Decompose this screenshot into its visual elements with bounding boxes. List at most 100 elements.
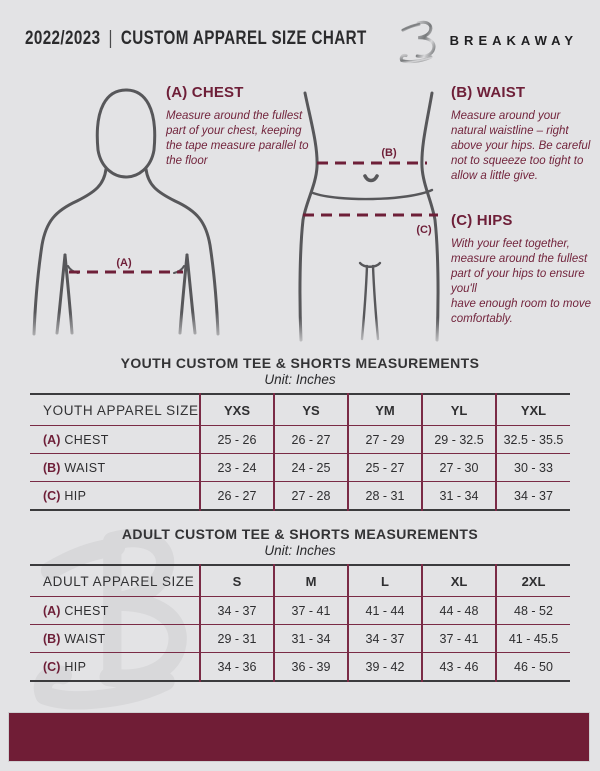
youth-section: YOUTH CUSTOM TEE & SHORTS MEASUREMENTS U…	[0, 355, 600, 511]
measurement-cell: 25 - 26	[199, 425, 274, 454]
row-label: CHEST	[64, 603, 109, 618]
hips-guide-body-line2: have enough room to move comfortably.	[451, 297, 592, 325]
row-label: CHEST	[64, 432, 109, 447]
measurement-cell: 31 - 34	[421, 481, 496, 510]
measurement-cell: 26 - 27	[199, 481, 274, 510]
breakaway-logo-icon	[399, 20, 436, 64]
row-key: (B)	[43, 631, 61, 646]
brand-wordmark: BREAKAWAY	[449, 32, 578, 48]
size-column-header: YOUTH APPAREL SIZE	[30, 394, 200, 426]
size-header-s: S	[199, 565, 274, 597]
measurement-cell: 30 - 33	[495, 453, 570, 482]
measurement-cell: 27 - 30	[421, 453, 496, 482]
waist-guide-heading: (B) WAIST	[451, 84, 526, 101]
size-header-m: M	[273, 565, 348, 597]
brand-logo: BREAKAWAY	[397, 16, 578, 64]
row-header-hip: (C) HIP	[30, 482, 200, 511]
measurement-cell: 48 - 52	[495, 596, 570, 625]
measurement-cell: 34 - 37	[495, 481, 570, 510]
measurement-cell: 25 - 27	[347, 453, 422, 482]
waist-guide-body: Measure around your natural waistline – …	[451, 110, 591, 182]
measurement-cell: 41 - 44	[347, 596, 422, 625]
measurement-cell: 26 - 27	[273, 425, 348, 454]
size-column-header: ADULT APPAREL SIZE	[30, 565, 200, 597]
table-row: (B) WAIST 29 - 31 31 - 34 34 - 37 37 - 41…	[30, 624, 570, 653]
hips-line-label: (C)	[416, 224, 432, 236]
measurement-cell: 39 - 42	[347, 652, 422, 681]
table-row: (B) WAIST 23 - 24 24 - 25 25 - 27 27 - 30…	[30, 453, 570, 482]
table-row: (A) CHEST 25 - 26 26 - 27 27 - 29 29 - 32…	[30, 425, 570, 454]
row-header-hip: (C) HIP	[30, 653, 200, 682]
row-label: HIP	[64, 488, 87, 503]
measurement-cell: 23 - 24	[199, 453, 274, 482]
upper-body-figure: (A)	[32, 88, 220, 336]
measurement-cell: 34 - 36	[199, 652, 274, 681]
page-title: 2022/2023 | CUSTOM APPAREL SIZE CHART	[25, 28, 367, 50]
chest-guide-heading: (A) CHEST	[166, 84, 244, 101]
season-year: 2022/2023	[25, 28, 101, 49]
chest-guide-body: Measure around the fullest part of your …	[166, 110, 309, 167]
youth-table-unit: Unit: Inches	[264, 372, 336, 387]
measurement-cell: 41 - 45.5	[495, 624, 570, 653]
size-header-yxs: YXS	[199, 394, 274, 426]
adult-section: ADULT CUSTOM TEE & SHORTS MEASUREMENTS U…	[0, 526, 600, 682]
row-key: (C)	[43, 488, 61, 503]
table-row: (A) CHEST 34 - 37 37 - 41 41 - 44 44 - 48…	[30, 596, 570, 625]
measurement-cell: 31 - 34	[273, 624, 348, 653]
title-divider: |	[108, 28, 113, 49]
measurement-cell: 37 - 41	[421, 624, 496, 653]
row-label: WAIST	[64, 631, 106, 646]
measurement-cell: 29 - 32.5	[421, 425, 496, 454]
size-header-ym: YM	[347, 394, 422, 426]
youth-size-table: YOUTH APPAREL SIZE YXS YS YM YL YXL (A) C…	[30, 393, 570, 511]
size-header-xl: XL	[421, 565, 496, 597]
table-header-row: ADULT APPAREL SIZE S M L XL 2XL	[30, 565, 570, 597]
chest-guide: (A) CHEST Measure around the fullest par…	[166, 84, 318, 169]
measurement-cell: 44 - 48	[421, 596, 496, 625]
row-label: HIP	[64, 659, 87, 674]
table-row: (C) HIP 34 - 36 36 - 39 39 - 42 43 - 46 4…	[30, 652, 570, 682]
measurement-cell: 43 - 46	[421, 652, 496, 681]
table-row: (C) HIP 26 - 27 27 - 28 28 - 31 31 - 34 3…	[30, 481, 570, 511]
measurement-cell: 36 - 39	[273, 652, 348, 681]
adult-table-title: ADULT CUSTOM TEE & SHORTS MEASUREMENTS	[121, 526, 479, 542]
size-header-2xl: 2XL	[495, 565, 570, 597]
measurement-cell: 34 - 37	[347, 624, 422, 653]
lower-body-figure: (B) (C)	[298, 91, 440, 342]
row-label: WAIST	[64, 460, 106, 475]
size-header-yxl: YXL	[495, 394, 570, 426]
row-header-chest: (A) CHEST	[30, 596, 200, 625]
waist-line-label: (B)	[381, 147, 397, 159]
footer-bar	[8, 712, 590, 762]
measurement-cell: 24 - 25	[273, 453, 348, 482]
measurement-cell: 27 - 28	[273, 481, 348, 510]
row-header-chest: (A) CHEST	[30, 425, 200, 454]
waist-guide: (B) WAIST Measure around your natural wa…	[451, 84, 593, 184]
row-key: (C)	[43, 659, 61, 674]
hips-guide-heading: (C) HIPS	[451, 212, 513, 229]
size-header-ys: YS	[273, 394, 348, 426]
measurement-cell: 29 - 31	[199, 624, 274, 653]
adult-size-table: ADULT APPAREL SIZE S M L XL 2XL (A) CHEST…	[30, 564, 570, 682]
row-key: (B)	[43, 460, 61, 475]
row-key: (A)	[43, 603, 61, 618]
hips-guide-body-line1: With your feet together, measure around …	[451, 238, 588, 295]
youth-table-title: YOUTH CUSTOM TEE & SHORTS MEASUREMENTS	[120, 355, 480, 371]
measurement-cell: 27 - 29	[347, 425, 422, 454]
measurement-cell: 32.5 - 35.5	[495, 425, 570, 454]
size-header-l: L	[347, 565, 422, 597]
measurement-cell: 28 - 31	[347, 481, 422, 510]
measurement-cell: 46 - 50	[495, 652, 570, 681]
row-header-waist: (B) WAIST	[30, 453, 200, 482]
chest-line-label: (A)	[116, 257, 132, 269]
measurement-cell: 34 - 37	[199, 596, 274, 625]
table-header-row: YOUTH APPAREL SIZE YXS YS YM YL YXL	[30, 394, 570, 426]
row-key: (A)	[43, 432, 61, 447]
hips-guide: (C) HIPS With your feet together, measur…	[451, 212, 599, 327]
page-title-text: CUSTOM APPAREL SIZE CHART	[120, 28, 367, 49]
size-header-yl: YL	[421, 394, 496, 426]
measurement-cell: 37 - 41	[273, 596, 348, 625]
adult-table-unit: Unit: Inches	[264, 543, 336, 558]
hips-guide-body: With your feet together, measure around …	[451, 237, 599, 327]
